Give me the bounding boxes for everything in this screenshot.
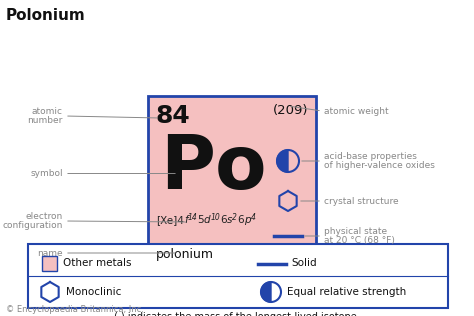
Text: 14: 14 xyxy=(188,213,197,222)
Text: ( ) indicates the mass of the longest-lived isotope.: ( ) indicates the mass of the longest-li… xyxy=(114,312,360,316)
Text: polonium: polonium xyxy=(156,248,214,261)
Text: [Xe]4: [Xe]4 xyxy=(156,215,184,225)
Text: Monoclinic: Monoclinic xyxy=(66,287,121,297)
FancyBboxPatch shape xyxy=(42,256,57,271)
Text: d: d xyxy=(204,215,210,225)
Text: crystal structure: crystal structure xyxy=(324,197,399,205)
Text: 4: 4 xyxy=(250,213,255,222)
Text: f: f xyxy=(184,215,188,225)
Text: acid-base properties
of higher-valence oxides: acid-base properties of higher-valence o… xyxy=(324,152,435,170)
Text: Equal relative strength: Equal relative strength xyxy=(287,287,406,297)
Text: atomic
number: atomic number xyxy=(27,107,63,125)
FancyBboxPatch shape xyxy=(28,244,448,308)
Polygon shape xyxy=(277,150,288,172)
Text: physical state
at 20 °C (68 °F): physical state at 20 °C (68 °F) xyxy=(324,227,395,245)
Text: symbol: symbol xyxy=(30,169,63,178)
FancyBboxPatch shape xyxy=(148,96,316,271)
Text: © Encyclopaedia Britannica, Inc.: © Encyclopaedia Britannica, Inc. xyxy=(6,305,144,314)
Text: name: name xyxy=(37,248,63,258)
Text: (209): (209) xyxy=(273,104,308,117)
Text: 6: 6 xyxy=(237,215,244,225)
Text: Po: Po xyxy=(160,132,266,205)
Text: 10: 10 xyxy=(210,213,220,222)
Text: Polonium: Polonium xyxy=(6,8,86,23)
Text: 84: 84 xyxy=(156,104,191,128)
Text: s: s xyxy=(227,215,232,225)
Text: Other metals: Other metals xyxy=(63,258,131,269)
Text: Solid: Solid xyxy=(291,258,317,269)
Text: 5: 5 xyxy=(197,215,204,225)
Text: electron
configuration: electron configuration xyxy=(3,212,63,230)
Text: 2: 2 xyxy=(232,213,237,222)
Text: 6: 6 xyxy=(220,215,227,225)
Polygon shape xyxy=(261,282,271,302)
Text: atomic weight: atomic weight xyxy=(324,106,389,116)
Text: p: p xyxy=(244,215,250,225)
